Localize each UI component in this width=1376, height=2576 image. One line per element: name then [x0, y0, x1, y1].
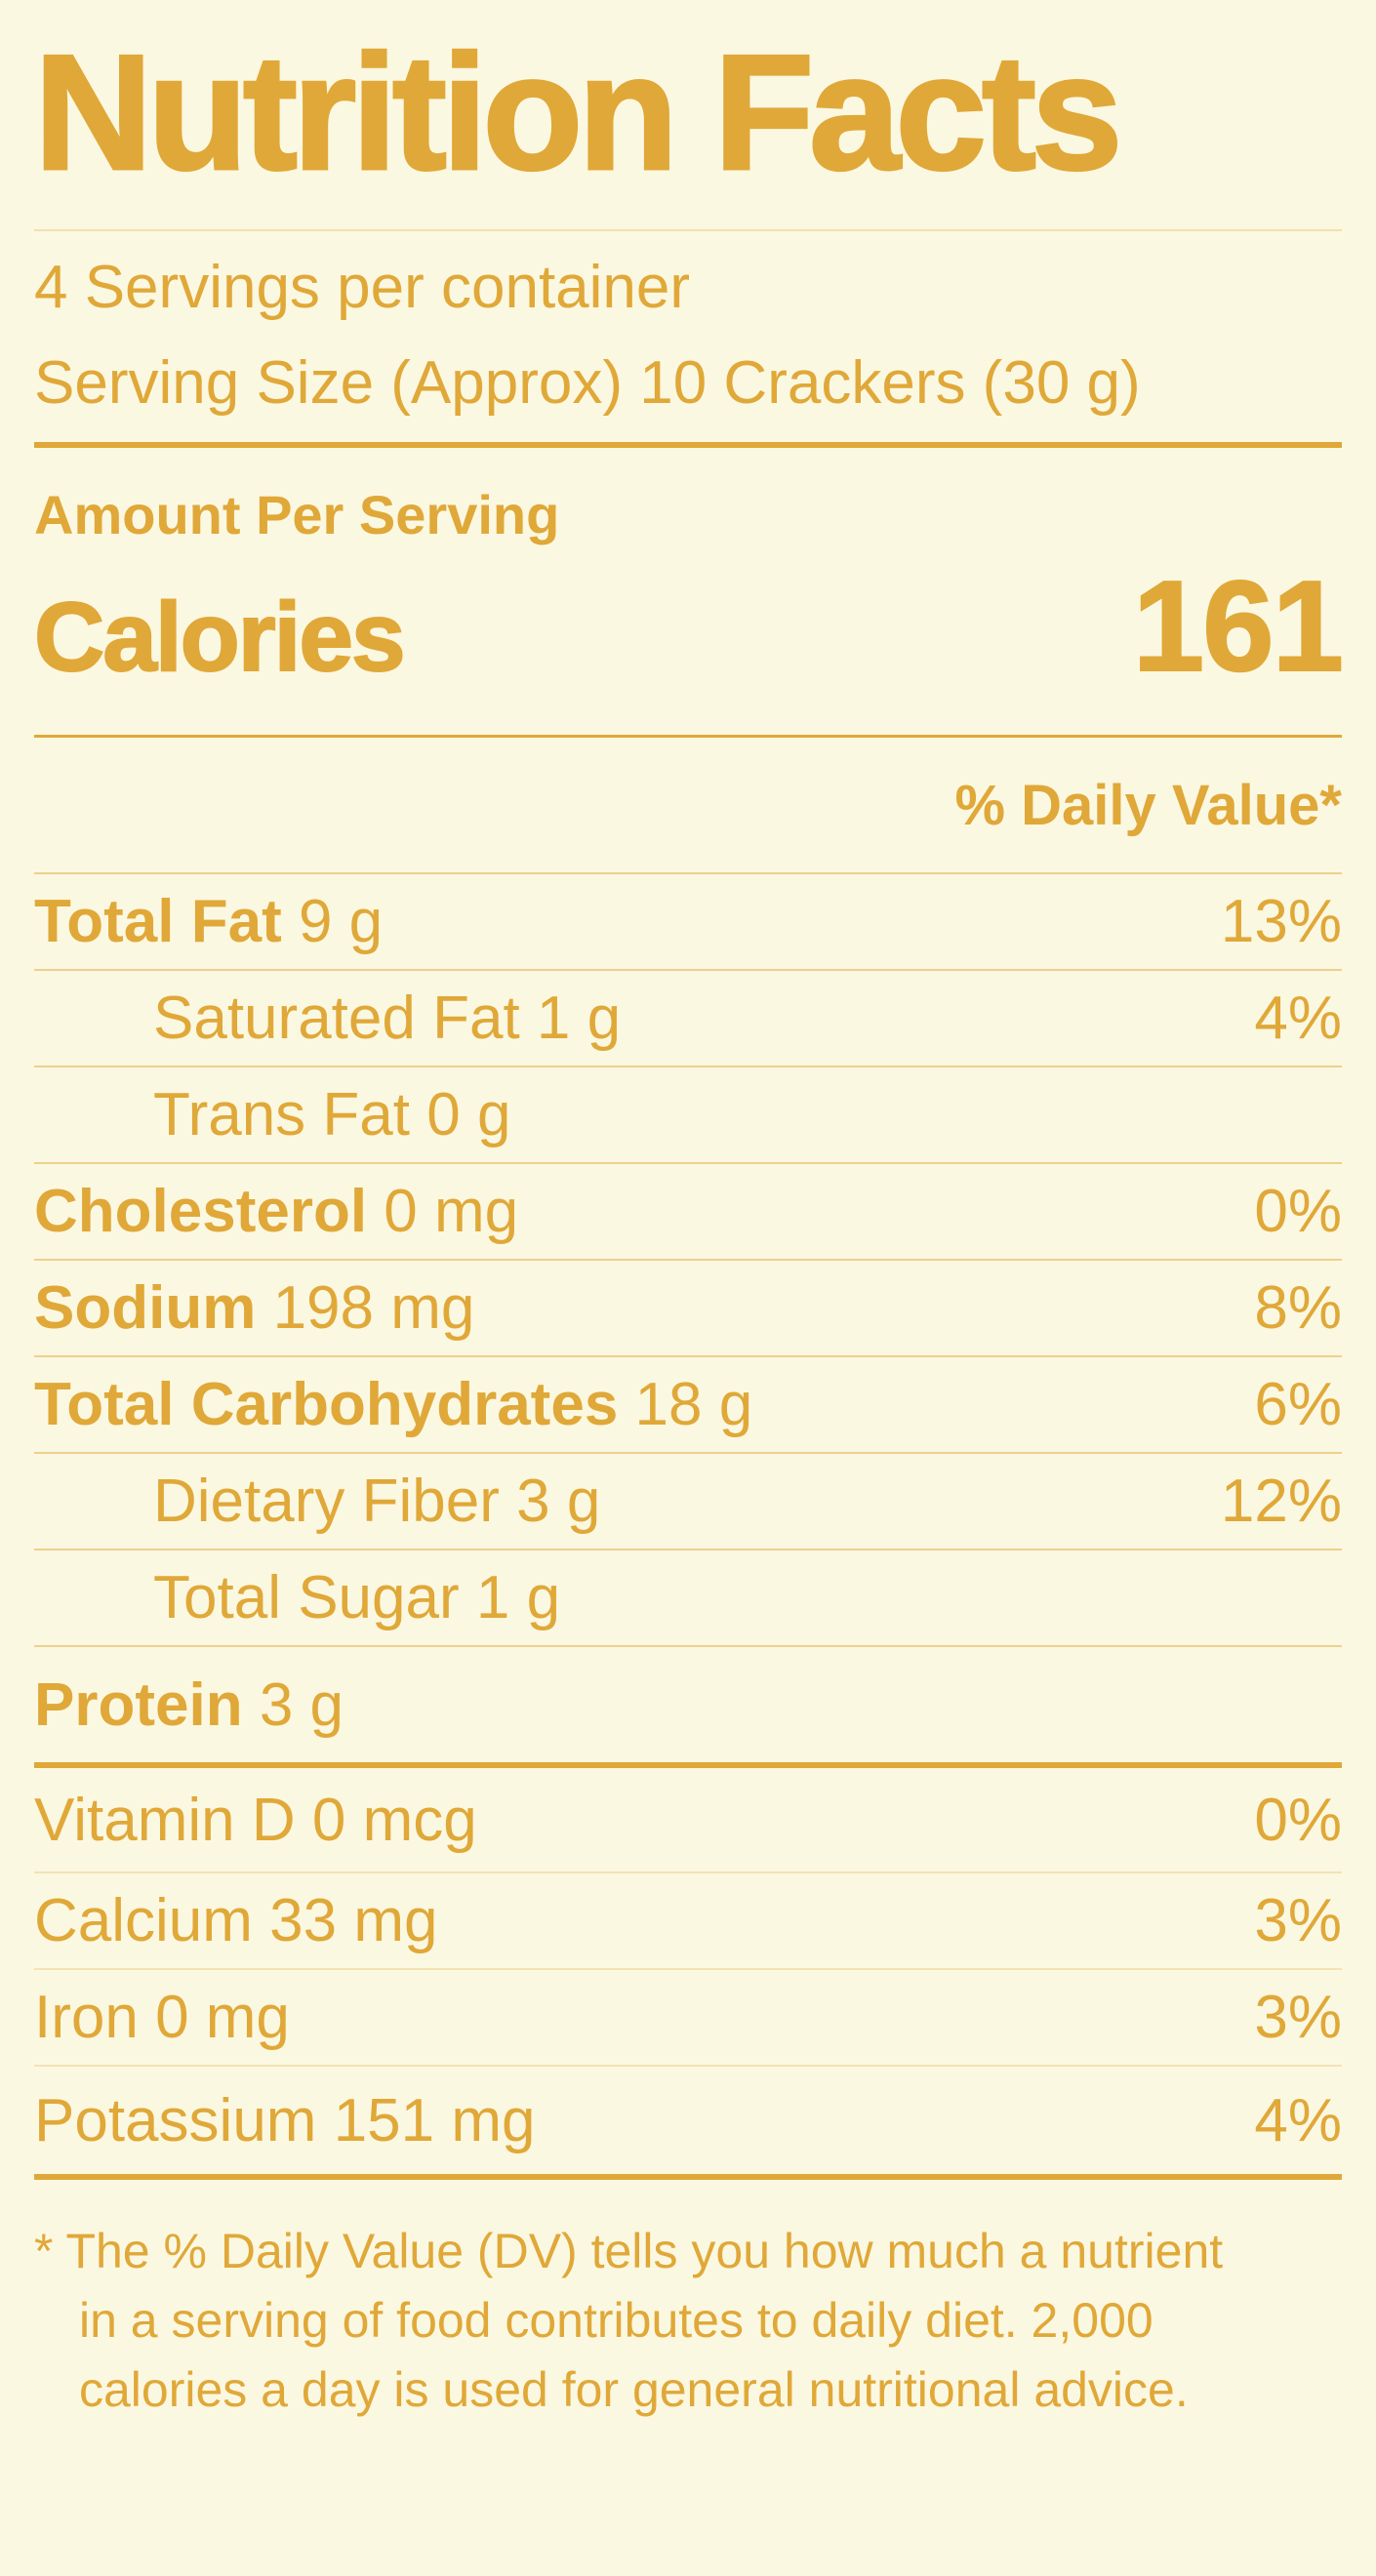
amount-per-serving-label: Amount Per Serving — [34, 484, 560, 546]
calories-divider — [34, 735, 1342, 739]
servings-per-container: 4 Servings per container — [34, 253, 691, 321]
nutrient-amount: 18 g — [634, 1371, 753, 1439]
label-title: Nutrition Facts — [33, 20, 1124, 204]
nutrient-row: Cholesterol 0 mg 0% — [34, 1164, 1342, 1262]
nutrient-name: Potassium — [34, 2086, 317, 2154]
daily-value-footnote: * The % Daily Value (DV) tells you how m… — [34, 2217, 1342, 2425]
title-divider — [34, 229, 1342, 232]
nutrient-name-and-amount: Sodium 198 mg — [34, 1273, 474, 1343]
nutrient-amount: 0 mg — [155, 1984, 290, 2052]
nutrient-amount: 1 g — [475, 1564, 561, 1632]
nutrient-name: Calcium — [34, 1887, 253, 1955]
nutrient-amount: 0 mcg — [311, 1786, 477, 1854]
calories-value: 161 — [1132, 553, 1345, 699]
nutrient-amount: 0 mg — [384, 1178, 519, 1246]
nutrient-name-and-amount: Cholesterol 0 mg — [34, 1177, 518, 1246]
nutrient-row: Total Fat 9 g 13% — [34, 874, 1342, 972]
nutrient-name-and-amount: Dietary Fiber 3 g — [153, 1467, 600, 1536]
nutrient-row: Total Carbohydrates 18 g 6% — [34, 1357, 1342, 1455]
footnote-line: in a serving of food contributes to dail… — [79, 2293, 1153, 2349]
nutrient-name: Saturated Fat — [153, 985, 520, 1053]
micronutrient-row: Potassium 151 mg 4% — [34, 2067, 1342, 2174]
nutrient-name-and-amount: Vitamin D 0 mcg — [34, 1786, 477, 1855]
nutrient-name: Iron — [34, 1984, 139, 2052]
nutrient-name-and-amount: Total Sugar 1 g — [153, 1563, 560, 1632]
header-divider — [34, 872, 1342, 875]
nutrient-name: Trans Fat — [153, 1081, 410, 1149]
nutrient-amount: 33 mg — [269, 1887, 438, 1955]
nutrient-row: Sodium 198 mg 8% — [34, 1261, 1342, 1358]
nutrient-rows-section: Total Fat 9 g 13% Saturated Fat 1 g 4% Trans… — [34, 874, 1342, 1762]
micronutrient-row: Vitamin D 0 mcg 0% — [34, 1768, 1342, 1874]
nutrient-amount: 3 g — [259, 1670, 344, 1739]
nutrient-name-and-amount: Potassium 151 mg — [34, 2086, 536, 2155]
serving-info-section: 4 Servings per container Serving Size (A… — [34, 231, 1342, 442]
thick-divider — [34, 1762, 1342, 1769]
nutrient-daily-value: 4% — [1254, 985, 1342, 1053]
nutrient-name: Dietary Fiber — [153, 1468, 500, 1536]
nutrient-name-and-amount: Iron 0 mg — [34, 1983, 290, 2052]
nutrient-daily-value: 13% — [1220, 888, 1342, 956]
nutrient-daily-value: 3% — [1254, 1984, 1342, 2052]
nutrient-row: Trans Fat 0 g — [34, 1067, 1342, 1165]
nutrient-name-and-amount: Trans Fat 0 g — [153, 1080, 510, 1149]
thick-divider — [34, 2174, 1342, 2181]
nutrient-daily-value: 4% — [1254, 2086, 1342, 2154]
micronutrient-row: Iron 0 mg 3% — [34, 1970, 1342, 2068]
nutrient-name: Cholesterol — [34, 1178, 368, 1246]
nutrient-amount: 1 g — [536, 985, 622, 1053]
nutrient-name: Vitamin D — [34, 1786, 296, 1854]
daily-value-header: % Daily Value* — [954, 773, 1342, 837]
nutrient-row: Total Sugar 1 g — [34, 1550, 1342, 1648]
footnote-line: * The % Daily Value (DV) tells you how m… — [34, 2224, 1224, 2279]
nutrient-daily-value: 3% — [1254, 1887, 1342, 1955]
micronutrient-row: Calcium 33 mg 3% — [34, 1873, 1342, 1971]
nutrient-name-and-amount: Calcium 33 mg — [34, 1886, 438, 1955]
nutrient-name: Total Carbohydrates — [34, 1371, 619, 1439]
nutrient-row: Saturated Fat 1 g 4% — [34, 971, 1342, 1068]
nutrient-row: Protein 3 g — [34, 1647, 1342, 1762]
serving-size: Serving Size (Approx) 10 Crackers (30 g) — [34, 348, 1141, 417]
nutrient-name-and-amount: Saturated Fat 1 g — [153, 984, 621, 1053]
nutrient-name-and-amount: Protein 3 g — [34, 1670, 344, 1740]
nutrient-name-and-amount: Total Fat 9 g — [34, 887, 383, 956]
footnote-line: calories a day is used for general nutri… — [79, 2362, 1189, 2418]
nutrient-daily-value: 6% — [1254, 1371, 1342, 1439]
nutrient-name: Total Fat — [34, 888, 282, 956]
micronutrient-rows-section: Vitamin D 0 mcg 0% Calcium 33 mg 3% Iron 0 m… — [34, 1768, 1342, 2174]
nutrient-amount: 3 g — [516, 1468, 601, 1536]
nutrient-amount: 198 mg — [272, 1274, 475, 1343]
nutrient-name: Sodium — [34, 1274, 257, 1343]
nutrient-name: Protein — [34, 1670, 243, 1739]
nutrient-row: Dietary Fiber 3 g 12% — [34, 1454, 1342, 1551]
nutrient-name-and-amount: Total Carbohydrates 18 g — [34, 1370, 752, 1439]
nutrient-daily-value: 0% — [1254, 1786, 1342, 1854]
nutrient-daily-value: 12% — [1220, 1468, 1342, 1536]
nutrient-daily-value: 8% — [1254, 1274, 1342, 1343]
nutrient-amount: 0 g — [426, 1081, 511, 1149]
nutrient-amount: 9 g — [298, 888, 384, 956]
thick-divider — [34, 442, 1342, 449]
nutrient-amount: 151 mg — [333, 2086, 536, 2154]
nutrient-name: Total Sugar — [153, 1564, 460, 1632]
calories-row: Calories 161 — [33, 552, 1345, 735]
nutrient-daily-value: 0% — [1254, 1178, 1342, 1246]
calories-label: Calories — [33, 582, 407, 693]
